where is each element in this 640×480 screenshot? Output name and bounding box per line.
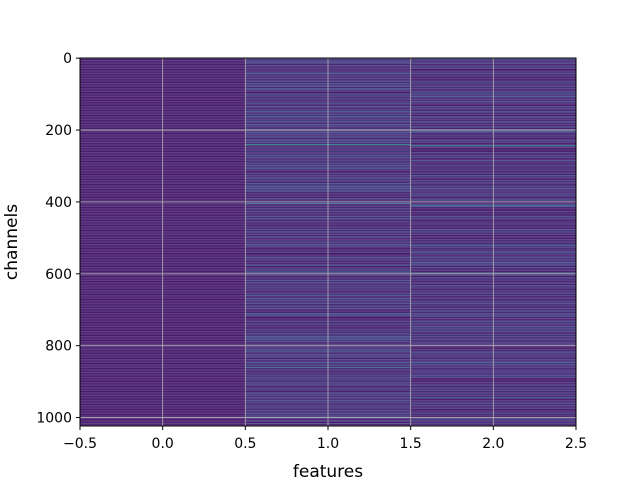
y-axis-label: channels <box>2 204 22 280</box>
x-tick-label: 2.0 <box>482 436 504 452</box>
y-tick-label: 800 <box>45 339 72 355</box>
x-tick-label: 1.0 <box>317 436 339 452</box>
x-axis: −0.5 0.0 0.5 1.0 1.5 2.0 2.5 <box>63 426 587 452</box>
y-tick-label: 200 <box>45 123 72 139</box>
x-tick-label: 0.5 <box>234 436 256 452</box>
y-tick-label: 1000 <box>36 411 72 427</box>
x-tick-label: 0.0 <box>152 436 174 452</box>
x-tick-label: 2.5 <box>565 436 587 452</box>
y-tick-label: 600 <box>45 267 72 283</box>
y-tick-label: 0 <box>63 51 72 67</box>
x-axis-label: features <box>293 462 363 480</box>
plot-area <box>79 57 577 427</box>
y-axis: 0 200 400 600 800 1000 <box>36 51 80 427</box>
y-tick-label: 400 <box>45 195 72 211</box>
x-tick-label: −0.5 <box>63 436 97 452</box>
x-tick-label: 1.5 <box>400 436 422 452</box>
